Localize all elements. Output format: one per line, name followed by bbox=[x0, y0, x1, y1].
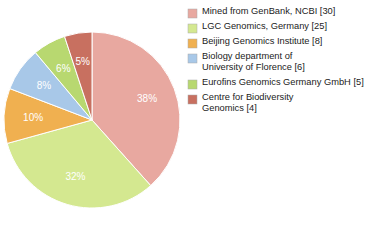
legend-swatch bbox=[188, 80, 197, 89]
pie-slice bbox=[65, 32, 92, 120]
legend-label: Centre for BiodiversityGenomics [4] bbox=[202, 92, 294, 113]
slices bbox=[4, 32, 180, 208]
legend-swatch bbox=[188, 9, 197, 18]
legend-label: Eurofins Genomics Germany GmbH [5] bbox=[202, 77, 364, 87]
data-label: 38% bbox=[137, 93, 157, 104]
legend-swatch bbox=[188, 95, 197, 104]
legend: Mined from GenBank, NCBI [30] LGC Genomic… bbox=[188, 6, 364, 113]
data-label: 8% bbox=[37, 80, 52, 91]
data-label: 32% bbox=[65, 171, 85, 182]
legend-label: Biology department ofUniversity of Flore… bbox=[202, 51, 305, 72]
legend-label: LGC Genomics, Germany [25] bbox=[202, 21, 327, 31]
legend-swatch bbox=[188, 39, 197, 48]
data-label: 10% bbox=[23, 112, 43, 123]
data-label: 5% bbox=[75, 56, 90, 67]
legend-swatch bbox=[188, 54, 197, 63]
data-label: 6% bbox=[56, 63, 71, 74]
legend-label: Mined from GenBank, NCBI [30] bbox=[202, 6, 335, 16]
chart: 38% 32% 10% 8% 6% 5% Mined from GenBank, NCBI … bbox=[0, 0, 380, 240]
legend-swatch bbox=[188, 24, 197, 33]
legend-label: Beijing Genomics Institute [8] bbox=[202, 36, 322, 46]
slice-labels: 38% 32% 10% 8% 6% 5% bbox=[23, 56, 157, 182]
